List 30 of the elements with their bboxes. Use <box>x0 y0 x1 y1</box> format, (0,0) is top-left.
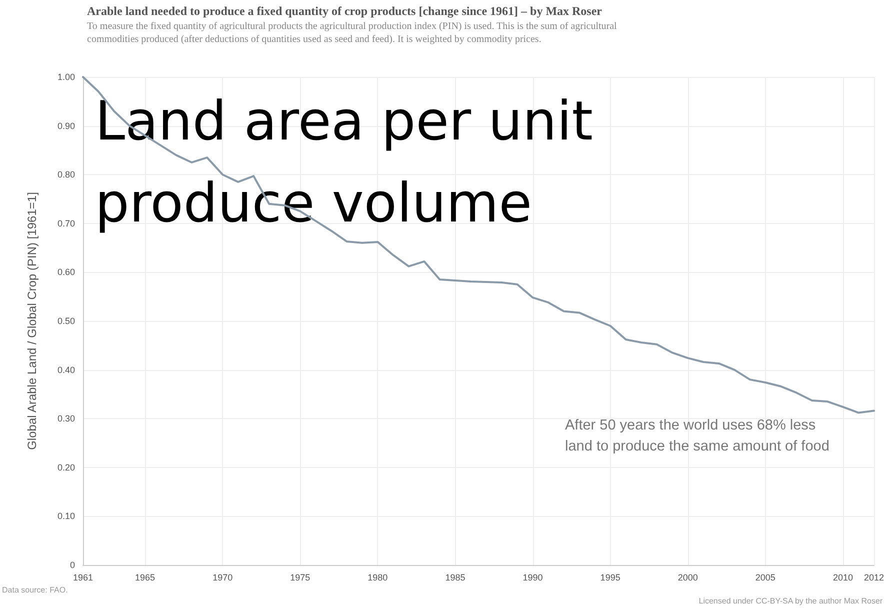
y-axis-title: Global Arable Land / Global Crop (PIN) [1961=1] <box>25 192 39 450</box>
x-tick-label: 1985 <box>445 572 466 582</box>
y-tick-label: 0.10 <box>57 511 75 522</box>
x-tick-label: 1995 <box>600 572 620 582</box>
x-tick-label: 1965 <box>135 572 156 582</box>
x-tick-label: 1990 <box>522 572 543 582</box>
y-tick-label: 0.40 <box>57 364 75 375</box>
x-tick-label: 2005 <box>755 572 776 582</box>
y-tick-label: 0.20 <box>57 462 75 472</box>
chart-title: Arable land needed to produce a fixed quantity of crop products [change since 1961] – by Max Roser <box>87 4 603 18</box>
x-tick-label: 2000 <box>678 572 698 582</box>
y-tick-label: 1.00 <box>57 72 75 82</box>
annotation: After 50 years the world uses 68% less land to produce the same amount of food <box>565 418 830 454</box>
y-tick-label: 0.50 <box>57 316 75 326</box>
y-tick-label: 0 <box>70 560 75 570</box>
source-note: Data source: FAO. <box>2 586 68 594</box>
x-tick-label: 1980 <box>368 572 388 582</box>
x-tick-label: 2010 <box>832 572 853 582</box>
x-tick-label: 2012 <box>864 572 884 582</box>
y-tick-label: 0.70 <box>57 218 75 228</box>
y-tick-label: 0.30 <box>57 414 75 424</box>
chart-subtitle: To measure the fixed quantity of agricultural products the agricultural production index (PIN) is used. This is the sum of agricultural commodities produced (after deductions of quantities used as seed and feed). It is weighted by commodity prices. <box>87 21 618 45</box>
x-tick-label: 1961 <box>72 572 94 582</box>
text: Licensed under CC-BY-SA by the author Max Roser <box>698 596 883 606</box>
y-tick-label: 0.90 <box>57 120 75 131</box>
y-tick-label: 0.80 <box>57 170 75 180</box>
x-tick-label: 1970 <box>212 572 233 582</box>
x-tick-label: 1975 <box>290 572 310 582</box>
annotation: Land area per unit produce volume <box>95 90 593 234</box>
y-tick-label: 0.60 <box>57 267 75 278</box>
